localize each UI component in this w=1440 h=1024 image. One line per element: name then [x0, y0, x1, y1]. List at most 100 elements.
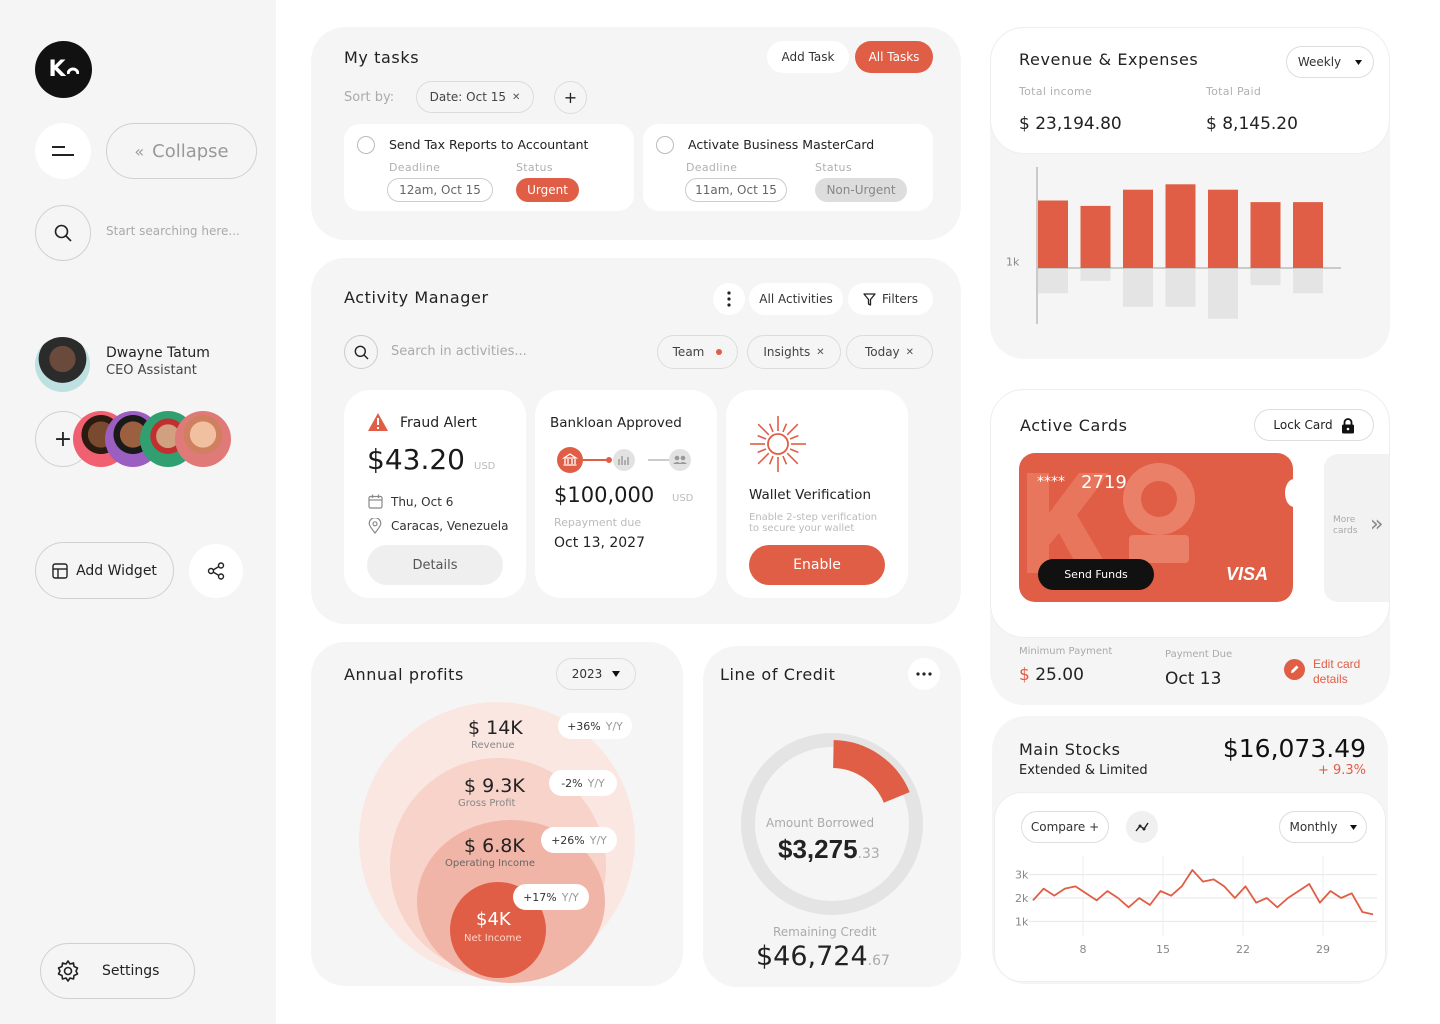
add-sort-button[interactable]: + [554, 81, 587, 114]
widget-icon [52, 562, 68, 579]
insights-chip[interactable]: Insights ✕ [747, 335, 841, 369]
sidebar-search-input[interactable]: Start searching here... [106, 224, 240, 238]
fraud-alert-card[interactable]: Fraud Alert $43.20 USD Thu, Oct 6 Caraca… [344, 390, 526, 598]
team-avatar[interactable] [175, 411, 231, 467]
search-button[interactable] [35, 205, 91, 261]
trend-button[interactable] [1126, 811, 1158, 843]
revenue-change-unit: Y/Y [605, 719, 623, 733]
fraud-date: Thu, Oct 6 [391, 495, 454, 509]
menu-icon [52, 146, 74, 156]
logo-mark-icon [66, 67, 79, 74]
send-funds-button[interactable]: Send Funds [1038, 559, 1154, 590]
wallet-title: Wallet Verification [749, 487, 872, 503]
task-checkbox[interactable] [656, 136, 674, 154]
expense-bar [1250, 269, 1281, 286]
stock-price-line [1032, 869, 1374, 916]
close-icon[interactable]: ✕ [511, 91, 521, 103]
add-task-button[interactable]: Add Task [767, 41, 849, 73]
wallet-desc-line2: to secure your wallet [749, 523, 855, 534]
more-cards-button[interactable]: More cards » [1324, 454, 1389, 602]
share-button[interactable] [189, 544, 243, 598]
x-tick-label: 8 [1080, 943, 1087, 956]
avatar[interactable] [35, 337, 90, 392]
more-options-button[interactable] [713, 283, 745, 315]
revenue-bar [1208, 189, 1238, 268]
expense-bar [1208, 269, 1238, 319]
all-tasks-button[interactable]: All Tasks [855, 41, 933, 73]
remaining-cents: .67 [867, 953, 890, 969]
card-notch [1285, 479, 1293, 507]
bank-icon [561, 453, 579, 466]
logo[interactable]: K [35, 41, 92, 98]
gross-profit-change-unit: Y/Y [587, 776, 605, 790]
deadline-label: Deadline [389, 161, 441, 174]
task-card[interactable]: Activate Business MasterCard Deadline St… [643, 124, 933, 211]
status-label: Status [815, 161, 852, 174]
wallet-verification-card[interactable]: Wallet Verification Enable 2-step verifi… [726, 390, 908, 598]
more-cards-label-1: More [1333, 515, 1356, 525]
settings-button[interactable]: Settings [40, 943, 195, 999]
add-widget-label: Add Widget [76, 562, 157, 579]
credit-more-button[interactable] [908, 658, 940, 690]
enable-button[interactable]: Enable [749, 545, 885, 585]
filters-button[interactable]: Filters [848, 283, 933, 315]
loan-progress [557, 447, 691, 473]
revenue-bar [1293, 202, 1323, 268]
operating-income-change-badge: +26% Y/Y [541, 827, 617, 853]
warning-icon [368, 413, 388, 431]
details-button[interactable]: Details [367, 545, 503, 585]
loan-amount: $100,000 [554, 483, 655, 507]
double-chevron-left-icon: « [134, 141, 145, 161]
total-paid-value: $ 8,145.20 [1206, 114, 1298, 134]
total-income-label: Total income [1019, 85, 1093, 98]
edit-card-label-1: Edit card [1313, 657, 1361, 671]
status-label: Status [516, 161, 553, 174]
year-select-label: 2023 [571, 667, 603, 681]
sort-date-chip-label: Date: Oct 15 [429, 90, 506, 104]
close-icon[interactable]: ✕ [816, 346, 825, 358]
sort-date-chip[interactable]: Date: Oct 15 ✕ [416, 81, 534, 113]
sunburst-icon [750, 416, 806, 472]
collapse-button[interactable]: « Collapse [106, 123, 257, 179]
total-income-value: $ 23,194.80 [1019, 114, 1122, 134]
all-activities-button[interactable]: All Activities [749, 283, 843, 315]
activity-panel: Activity Manager All Activities Filters … [311, 258, 961, 624]
period-select[interactable]: Weekly [1286, 46, 1374, 78]
activity-search-input[interactable]: Search in activities... [391, 344, 527, 359]
tasks-panel: My tasks Add Task All Tasks Sort by: Dat… [311, 27, 961, 240]
credit-card[interactable]: **** 2719 Send Funds VISA [1019, 453, 1293, 602]
bar-chart-icon [618, 456, 629, 465]
task-card[interactable]: Send Tax Reports to Accountant Deadline … [344, 124, 634, 211]
lock-card-button[interactable]: Lock Card [1254, 409, 1374, 441]
add-widget-button[interactable]: Add Widget [35, 542, 174, 599]
profits-title: Annual profits [344, 665, 464, 684]
sidebar: K « Collapse Start searching here... Dwa… [0, 0, 276, 1024]
monthly-select[interactable]: Monthly [1279, 811, 1367, 843]
borrowed-cents: .33 [857, 846, 880, 862]
today-chip[interactable]: Today ✕ [846, 335, 933, 369]
net-income-label: Net Income [464, 933, 522, 944]
stocks-price: $16,073.49 [1222, 734, 1366, 763]
compare-button[interactable]: Compare + [1021, 811, 1109, 843]
year-select[interactable]: 2023 [556, 658, 636, 690]
fraud-title: Fraud Alert [400, 415, 477, 431]
repayment-label: Repayment due [554, 516, 642, 529]
trend-line-icon [1135, 822, 1149, 832]
status-badge: Urgent [516, 178, 579, 202]
expense-bar [1080, 269, 1111, 281]
min-payment-currency: $ [1019, 665, 1030, 685]
team-chip[interactable]: Team [657, 335, 738, 369]
activity-search-button[interactable] [344, 335, 378, 369]
team-chip-label: Team [672, 345, 705, 359]
operating-income-change: +26% [551, 833, 585, 847]
borrowed-label: Amount Borrowed [766, 816, 875, 830]
min-payment-label: Minimum Payment [1019, 646, 1113, 657]
close-icon[interactable]: ✕ [905, 346, 915, 358]
expense-bar [1038, 269, 1068, 294]
task-checkbox[interactable] [357, 136, 375, 154]
bankloan-card[interactable]: Bankloan Approved $100,000 USD Repayment… [535, 390, 717, 598]
menu-toggle-button[interactable] [35, 123, 91, 179]
edit-card-button[interactable]: Edit card details [1284, 656, 1384, 690]
remaining-main: $46,724 [756, 941, 868, 972]
